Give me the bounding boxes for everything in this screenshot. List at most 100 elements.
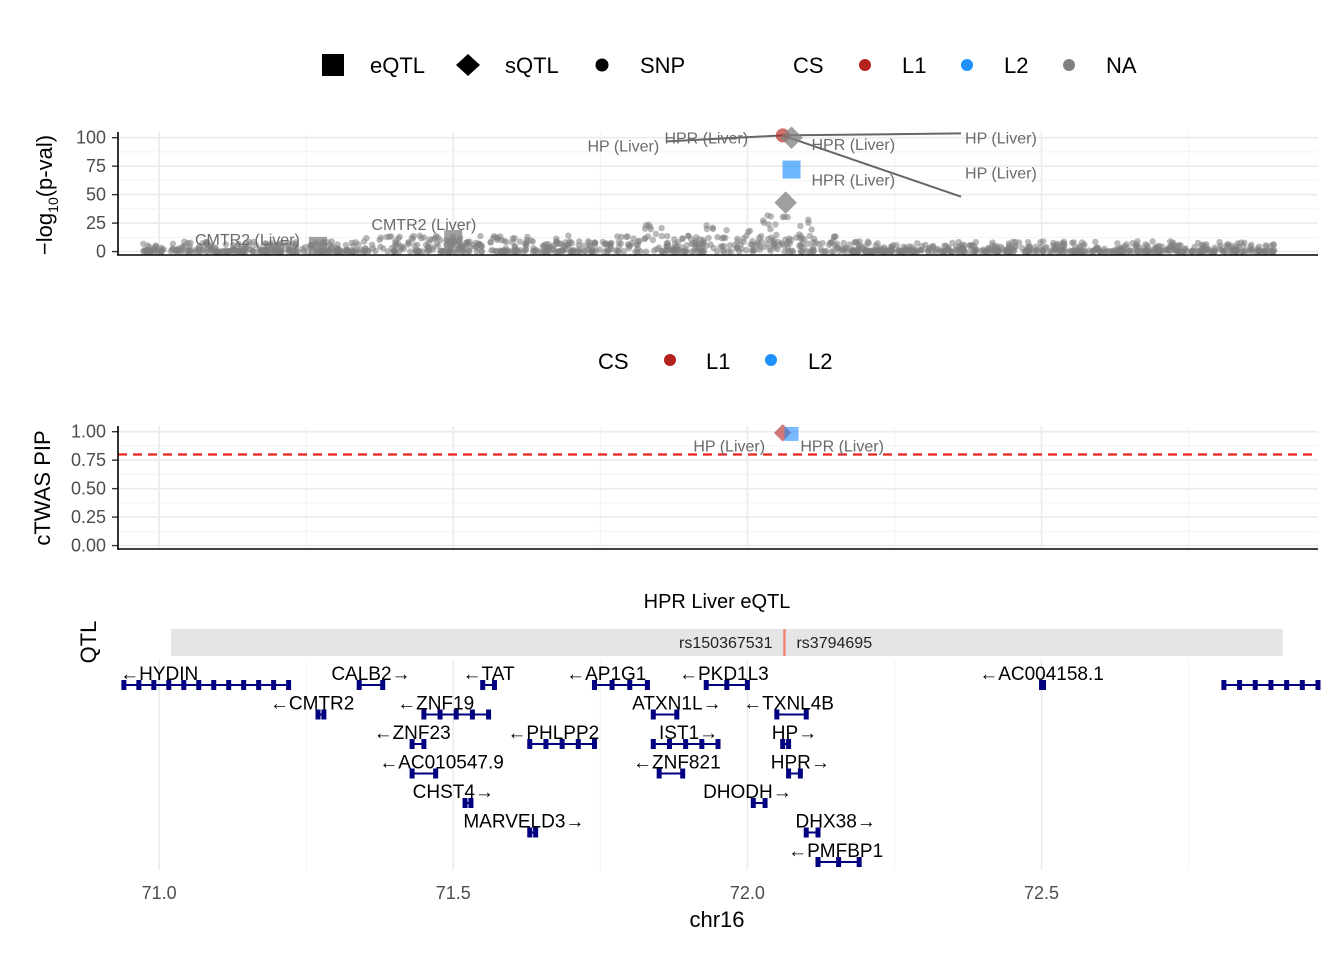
background-snp-point bbox=[649, 236, 656, 244]
background-snp-point bbox=[1241, 248, 1249, 255]
background-snp-point bbox=[181, 242, 189, 249]
background-snp-point bbox=[516, 238, 524, 245]
gene-exon bbox=[491, 680, 497, 690]
qtl-snp-left-label: rs150367531 bbox=[679, 635, 773, 652]
manhattan-annotation-leaders bbox=[667, 132, 962, 198]
manhattan-annotation-7: CMTR2 (Liver) bbox=[371, 217, 476, 234]
gene-exon bbox=[856, 857, 862, 867]
legend-snp-circle bbox=[595, 58, 609, 72]
background-snp-point bbox=[910, 247, 917, 255]
gene-exon bbox=[774, 709, 780, 720]
background-snp-point bbox=[478, 247, 486, 255]
background-snp-point bbox=[805, 216, 812, 223]
background-snp-point bbox=[713, 248, 721, 255]
gene-exon bbox=[750, 798, 756, 808]
background-snp-point bbox=[727, 248, 735, 255]
gene-label-4: ←PKD1L3 bbox=[679, 664, 769, 685]
background-snp-point bbox=[187, 239, 194, 246]
gene-exon bbox=[575, 739, 581, 749]
background-snp-point bbox=[991, 247, 998, 255]
background-snp-point bbox=[1092, 238, 1099, 246]
background-snp-point bbox=[804, 248, 811, 255]
background-snp-point bbox=[642, 248, 650, 255]
gene-exon bbox=[699, 739, 705, 749]
manhattan-y-tick-label-2: 50 bbox=[86, 185, 106, 205]
background-snp-point bbox=[1012, 238, 1019, 246]
pip-y-axis-title: cTWAS PIP bbox=[30, 430, 55, 545]
x-tick-label-3: 72.5 bbox=[1024, 883, 1059, 903]
gene-exon bbox=[527, 739, 533, 749]
background-snp-point bbox=[275, 240, 282, 248]
background-snp-point bbox=[424, 244, 431, 251]
background-snp-point bbox=[439, 247, 446, 254]
gene-exon bbox=[226, 680, 232, 690]
background-snp-point bbox=[395, 235, 402, 242]
legend-sqtl-diamond bbox=[456, 54, 480, 76]
gene-exon bbox=[211, 680, 217, 690]
background-snp-point bbox=[655, 244, 663, 251]
background-snp-point bbox=[789, 248, 797, 255]
manhattan-y-ticks: 0 25 50 75 100 bbox=[76, 128, 118, 262]
background-snp-point bbox=[269, 248, 276, 255]
background-snp-point bbox=[840, 239, 847, 247]
gene-exon bbox=[286, 680, 292, 690]
pip-y-tick-label-2: 0.50 bbox=[71, 479, 106, 499]
background-snp-point bbox=[679, 235, 686, 242]
background-snp-point bbox=[405, 239, 412, 246]
legend2-cs-title: CS bbox=[598, 349, 629, 374]
background-snp-point bbox=[785, 235, 793, 242]
legend2-l1-label: L1 bbox=[706, 349, 730, 374]
background-snp-point bbox=[615, 239, 623, 246]
background-snp-point bbox=[989, 239, 996, 246]
manhattan-highlight-point-4 bbox=[309, 236, 327, 255]
gene-exon bbox=[559, 739, 565, 749]
background-snp-point bbox=[219, 248, 226, 255]
qtl-snp-right-label: rs3794695 bbox=[796, 635, 872, 652]
legend-snp-label: SNP bbox=[640, 53, 685, 78]
gene-exon bbox=[836, 857, 842, 867]
background-snp-point bbox=[817, 246, 825, 253]
background-snp-point bbox=[759, 217, 767, 224]
gene-exon bbox=[609, 680, 615, 690]
gene-exon bbox=[674, 709, 680, 720]
manhattan-highlight-point-1 bbox=[780, 126, 803, 149]
gene-label-9: ATXN1L→ bbox=[632, 694, 721, 715]
background-snp-point bbox=[804, 240, 812, 247]
background-snp-point bbox=[327, 241, 334, 249]
pip-panel: HP (Liver) HPR (Liver) 0.00 0.25 0.50 0.75 1.… bbox=[30, 422, 1318, 556]
background-snp-point bbox=[1249, 248, 1257, 255]
manhattan-highlight-point-3 bbox=[774, 191, 797, 214]
gene-label-15: ←AC010547.9 bbox=[379, 753, 504, 774]
background-snp-point bbox=[743, 232, 750, 240]
gene-exon bbox=[486, 709, 492, 720]
background-snp-point bbox=[523, 236, 531, 244]
gene-exon bbox=[181, 680, 187, 690]
background-snp-point bbox=[1189, 248, 1196, 255]
background-snp-point bbox=[1177, 242, 1184, 249]
background-snp-point bbox=[203, 238, 210, 245]
background-snp-point bbox=[671, 236, 678, 243]
background-snp-point bbox=[663, 247, 670, 255]
manhattan-y-tick-label-0: 0 bbox=[96, 242, 106, 262]
background-snp-point bbox=[749, 238, 756, 245]
background-snp-point bbox=[855, 247, 862, 255]
background-snp-point bbox=[158, 247, 165, 254]
background-snp-point bbox=[664, 232, 671, 240]
gene-exon bbox=[786, 768, 792, 779]
background-snp-point bbox=[618, 233, 625, 241]
gene-label-7: ←CMTR2 bbox=[270, 694, 354, 715]
background-snp-point bbox=[646, 223, 654, 230]
background-snp-point bbox=[1256, 247, 1263, 254]
background-snp-point bbox=[831, 233, 838, 240]
legend-l1-dot bbox=[859, 59, 871, 71]
gene-label-0: ←HYDIN bbox=[120, 664, 198, 685]
legend-cs-title: CS bbox=[793, 53, 824, 78]
legend-middle: CS L1 L2 bbox=[598, 349, 832, 374]
background-snp-point bbox=[393, 242, 400, 249]
background-snp-point bbox=[624, 233, 631, 240]
background-snp-point bbox=[429, 244, 436, 251]
background-snp-point bbox=[497, 248, 504, 255]
background-snp-point bbox=[522, 245, 529, 252]
legend-sqtl-label: sQTL bbox=[505, 53, 559, 78]
background-snp-point bbox=[810, 247, 818, 254]
